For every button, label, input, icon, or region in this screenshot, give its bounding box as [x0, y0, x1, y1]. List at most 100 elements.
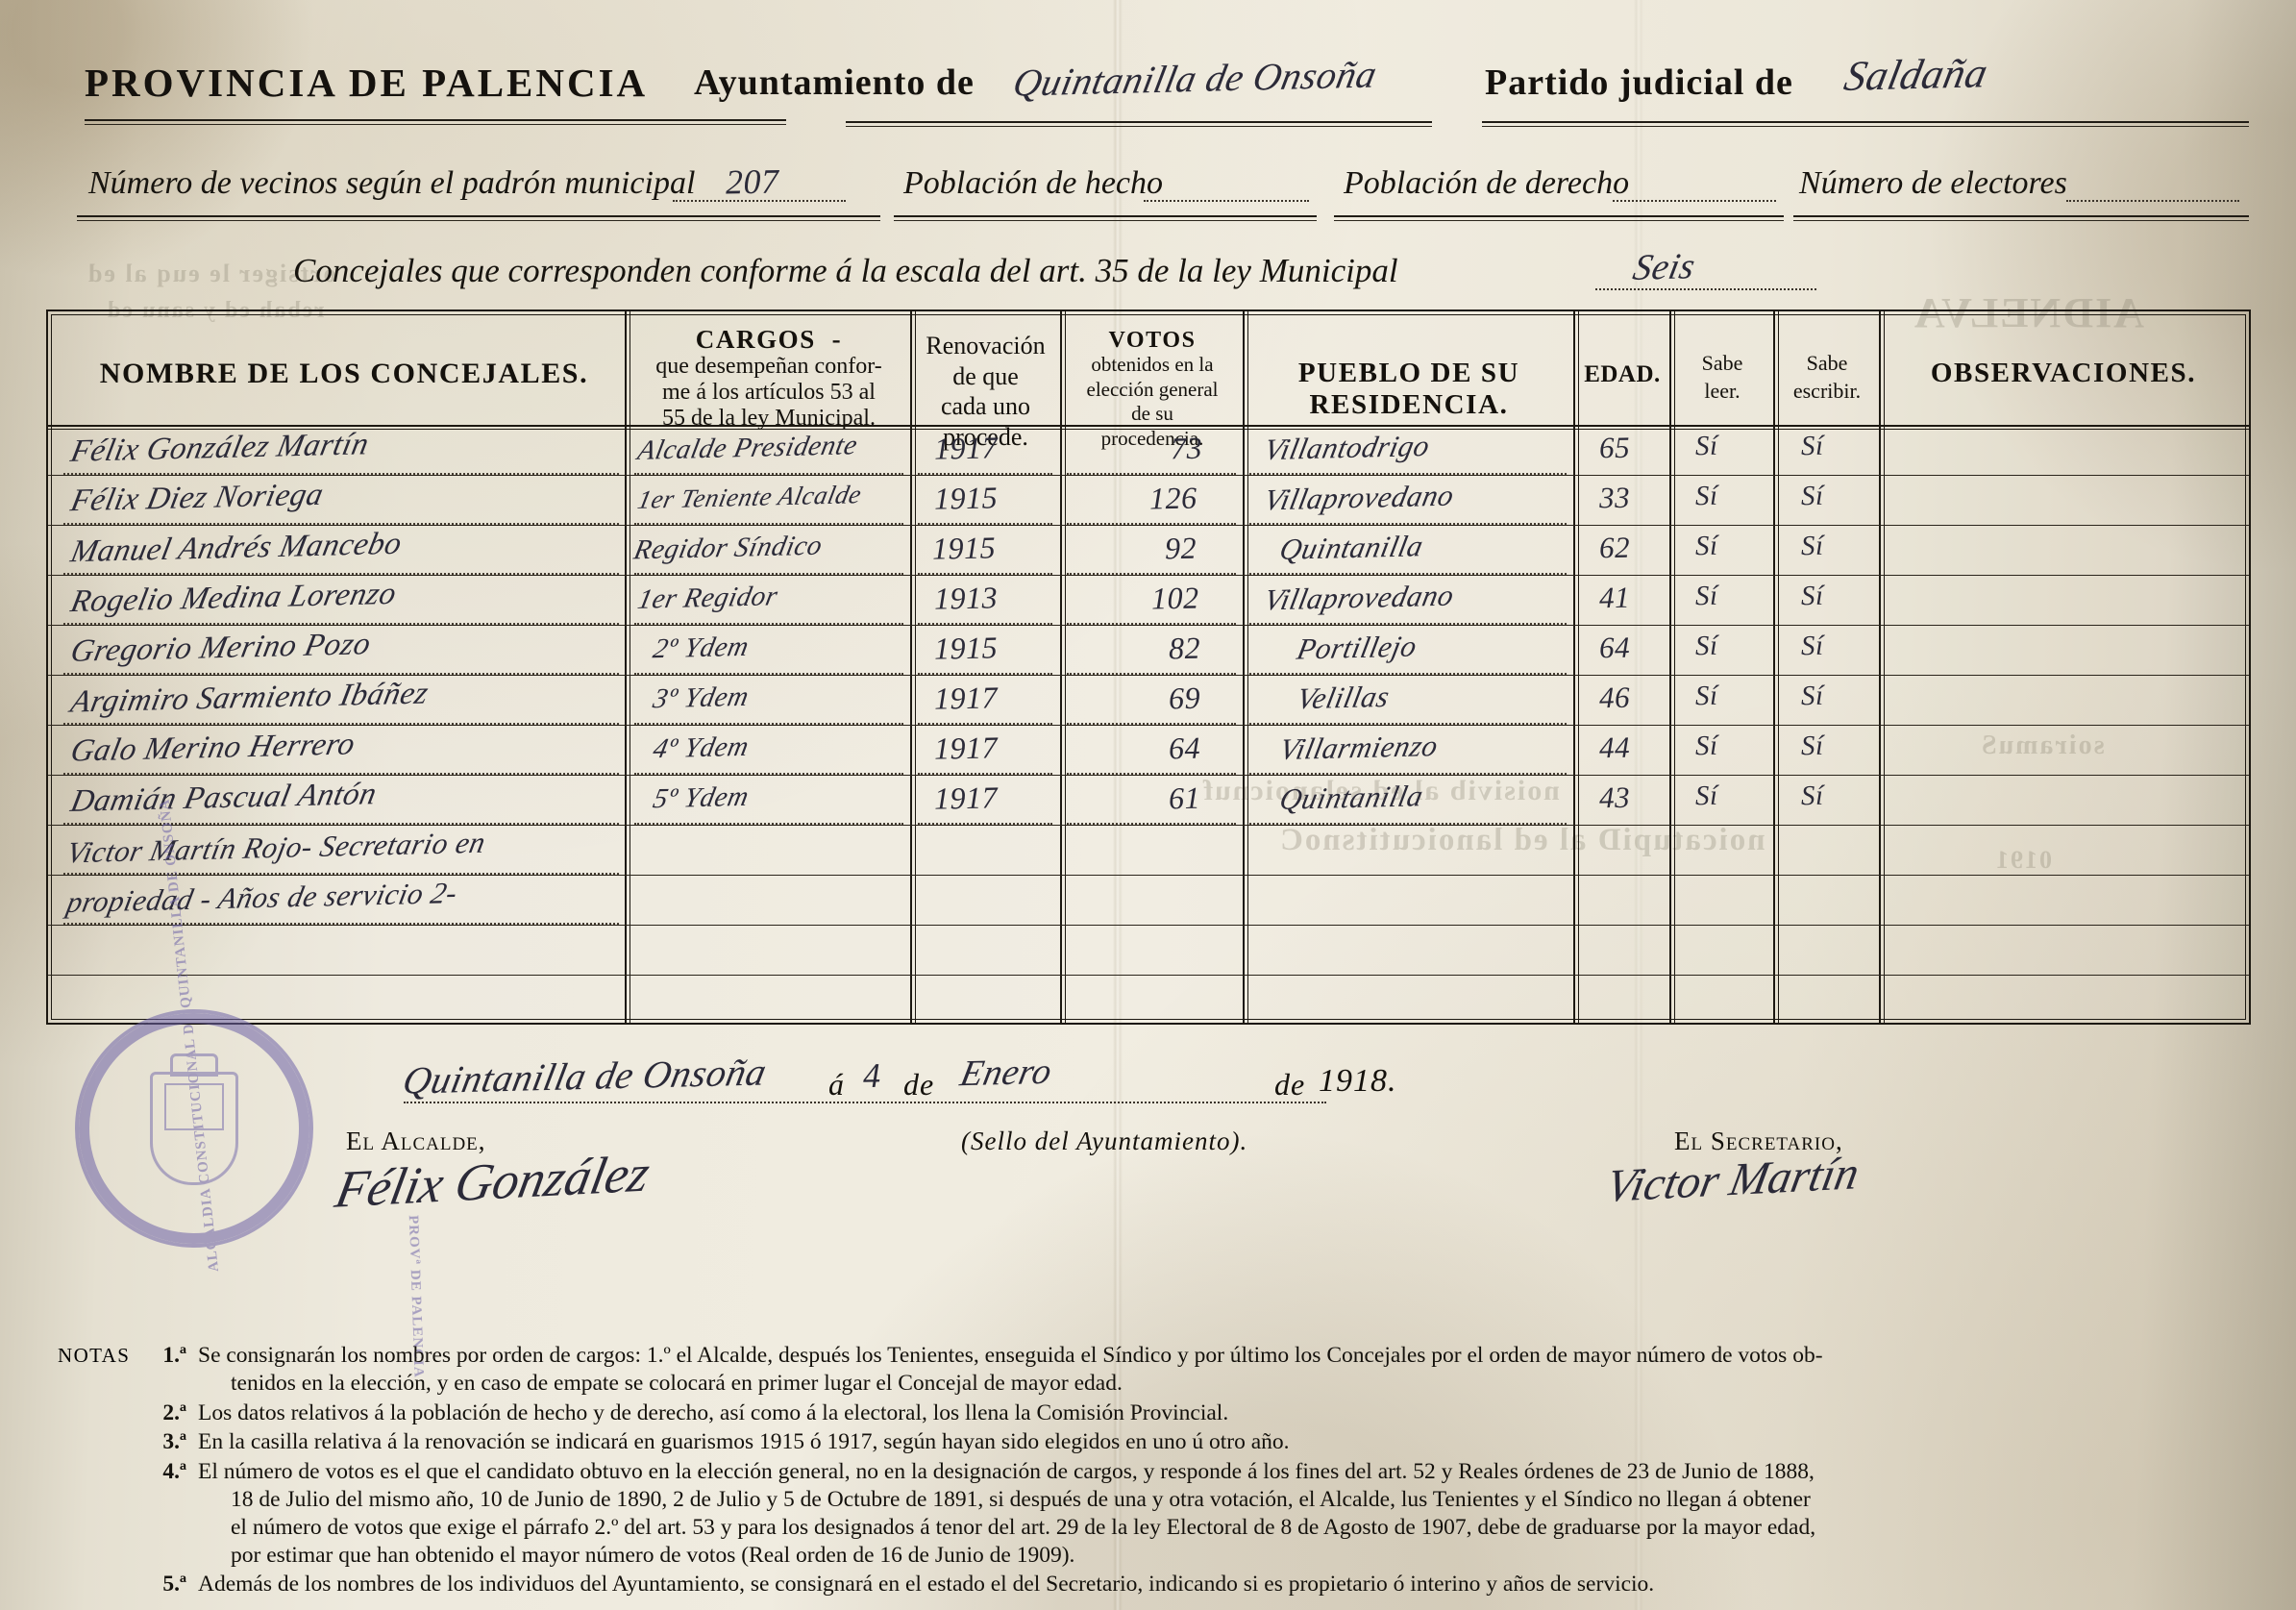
cell-pueblo: Quintanilla	[1276, 779, 1427, 816]
col-header-cargos-main: CARGOS -	[695, 325, 843, 354]
write-guide	[63, 923, 619, 925]
cell-votos: 64	[1168, 730, 1201, 766]
cell-pueblo: Villaprovedano	[1261, 578, 1458, 617]
concejales-table: NOMBRE DE LOS CONCEJALES. CARGOS - que d…	[46, 310, 2251, 1025]
concejales-label: Concejales que corresponden conforme á l…	[293, 252, 1398, 289]
cell-renovacion: 1917	[933, 780, 999, 816]
note-item: 1.ª Se consignarán los nombres por orden…	[144, 1342, 2239, 1398]
cell-sabe-leer: Sí	[1694, 780, 1718, 812]
cell-nombre: Gregorio Merino Pozo	[67, 627, 375, 669]
note-item: 4.ª El número de votos es el que el cand…	[144, 1458, 2239, 1570]
closing-year-prefix: de	[1274, 1067, 1306, 1102]
cell-sabe-leer: Sí	[1694, 730, 1718, 762]
vecinos-dotline	[673, 200, 846, 202]
cell-renovacion: 1913	[933, 580, 999, 616]
col-header-cargos-sub: que desempeñan confor- me á los artículo…	[655, 354, 882, 432]
header-rule	[846, 121, 1432, 127]
note-number: 5.ª	[162, 1572, 186, 1598]
write-guide	[1249, 623, 1567, 625]
secretario-label: El Secretario,	[1674, 1127, 1843, 1155]
cell-sabe-leer: Sí	[1694, 680, 1718, 712]
write-guide	[918, 723, 1052, 725]
write-guide	[918, 673, 1052, 675]
header-rule	[1482, 121, 2249, 127]
write-guide	[1067, 473, 1236, 475]
write-guide	[634, 773, 903, 775]
col-header-nombre: NOMBRE DE LOS CONCEJALES.	[99, 358, 589, 389]
cell-sabe-leer: Sí	[1694, 430, 1718, 462]
cell-pueblo: Velillas	[1294, 679, 1393, 716]
cell-nombre: Galo Merino Herrero	[67, 727, 358, 769]
closing-dotline	[404, 1102, 1326, 1103]
col-sep-votos	[1060, 311, 1066, 1023]
cell-pueblo: Villaprovedano	[1261, 478, 1458, 517]
write-guide	[918, 773, 1052, 775]
cell-renovacion: 1915	[931, 530, 997, 566]
province-title: PROVINCIA DE PALENCIA	[85, 61, 649, 105]
col-header-edad: EDAD.	[1584, 361, 1661, 387]
row-rule	[48, 625, 2249, 626]
write-guide	[1249, 673, 1567, 675]
write-guide	[1249, 573, 1567, 575]
cell-sabe-escribir: Sí	[1800, 630, 1824, 662]
write-guide	[63, 573, 619, 575]
write-guide	[918, 523, 1052, 525]
cell-edad: 41	[1598, 580, 1631, 615]
write-guide	[63, 623, 619, 625]
col-sep-edad	[1573, 311, 1579, 1023]
cell-edad: 64	[1598, 630, 1631, 665]
cell-votos: 82	[1168, 630, 1201, 666]
note-number: 2.ª	[162, 1399, 186, 1425]
col-header-sabe-escribir: Sabe escribir.	[1792, 351, 1862, 403]
write-guide	[1249, 823, 1567, 825]
write-guide	[63, 873, 619, 875]
cell-renovacion: 1917	[933, 680, 999, 716]
cell-votos: 102	[1150, 580, 1199, 616]
cell-sabe-leer: Sí	[1694, 480, 1718, 512]
vecinos-label: Número de vecinos según el padrón munici…	[88, 165, 696, 201]
cell-sabe-escribir: Sí	[1800, 430, 1824, 462]
header-rule	[77, 215, 880, 221]
cell-pueblo: Quintanilla	[1276, 529, 1427, 566]
note-item: 2.ª Los datos relativos á la población d…	[144, 1399, 2239, 1427]
row-rule	[48, 675, 2249, 676]
col-header-renovacion: Renovación de que cada uno procede.	[926, 332, 1046, 452]
concejales-value: Seis	[1629, 246, 1699, 288]
closing-place: Quintanilla de Onsoña	[399, 1050, 771, 1102]
cell-pueblo: Portillejo	[1294, 629, 1420, 666]
cell-edad: 44	[1598, 730, 1631, 765]
col-header-pueblo: PUEBLO DE SU RESIDENCIA.	[1297, 358, 1520, 420]
write-guide	[634, 523, 903, 525]
write-guide	[634, 673, 903, 675]
vecinos-value: 207	[725, 161, 779, 202]
row-rule	[48, 925, 2249, 926]
electores-label: Número de electores	[1799, 165, 2067, 201]
write-guide	[1067, 723, 1236, 725]
cell-sabe-leer: Sí	[1694, 580, 1718, 612]
write-guide	[63, 773, 619, 775]
col-sep-cargos	[625, 311, 630, 1023]
closing-month-prefix: de	[903, 1067, 935, 1102]
cell-pueblo: Villantodrigo	[1261, 428, 1433, 467]
cell-sabe-escribir: Sí	[1800, 580, 1824, 612]
write-guide	[1067, 823, 1236, 825]
write-guide	[634, 623, 903, 625]
row-rule	[48, 875, 2249, 876]
alcalde-label: El Alcalde,	[346, 1127, 486, 1155]
cell-edad: 43	[1598, 780, 1631, 815]
row-rule	[48, 525, 2249, 526]
note-item: 3.ª En la casilla relativa á la renovaci…	[144, 1428, 2239, 1456]
header-rule	[1793, 215, 2249, 221]
closing-day: 4	[862, 1055, 881, 1096]
page-fold	[1634, 0, 1643, 1610]
write-guide	[63, 723, 619, 725]
header-rule	[85, 119, 786, 125]
concejales-dotline	[1595, 288, 1816, 290]
write-guide	[1067, 523, 1236, 525]
col-sep-renov	[910, 311, 916, 1023]
cell-nombre: Damián Pascual Antón	[67, 777, 381, 819]
note-number: 4.ª	[162, 1458, 186, 1484]
row-rule	[48, 575, 2249, 576]
write-guide	[1067, 773, 1236, 775]
notes-heading: NOTAS	[58, 1344, 131, 1367]
